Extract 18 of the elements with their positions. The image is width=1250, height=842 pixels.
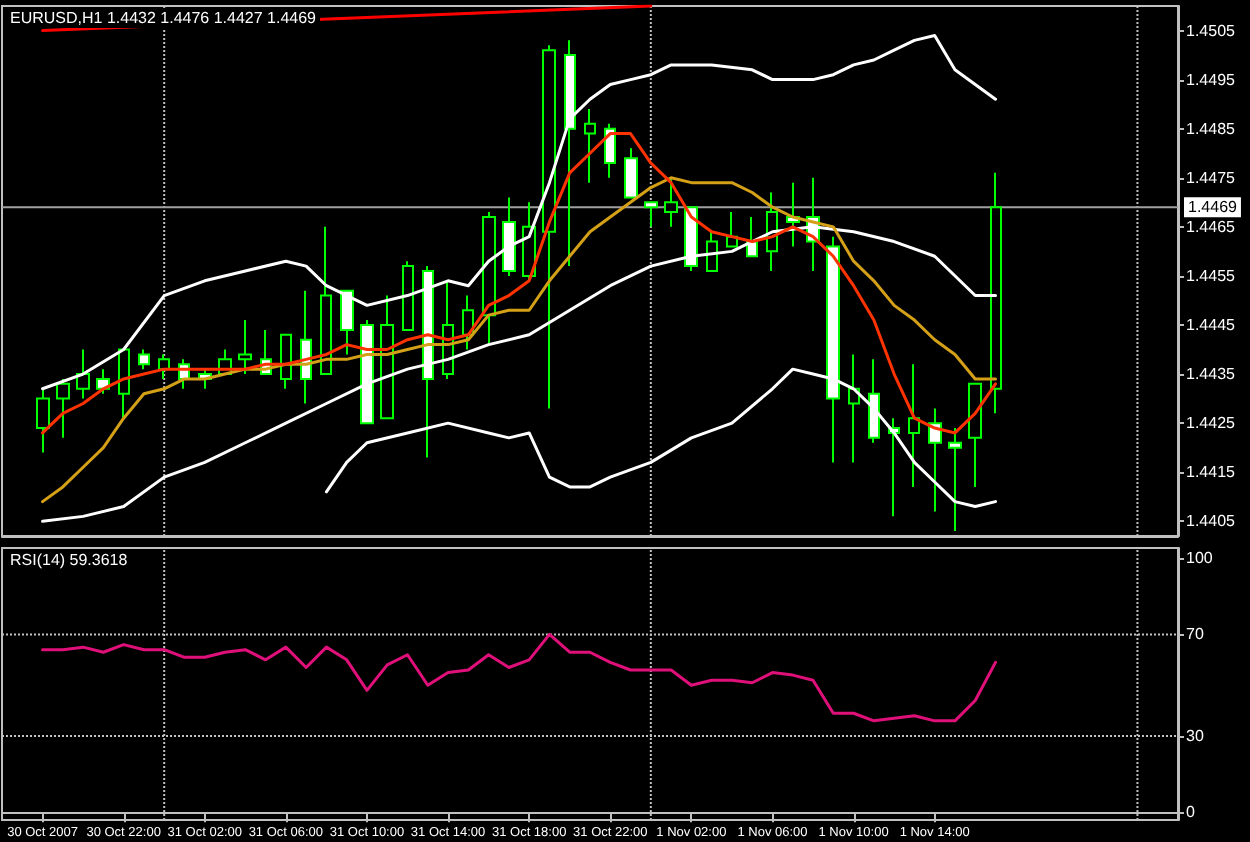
chart-title: RSI(14) 59.3618 [10,551,129,569]
y-tick-label: 1.4495 [1186,70,1237,89]
chart-title: EURUSD,H1 1.4432 1.4476 1.4427 1.4469 [10,9,318,27]
y-tick-label: 1.4505 [1186,21,1237,40]
y-tick-label: 1.4405 [1186,512,1237,531]
y-tick-label: 0 [1186,803,1196,822]
y-tick-label: 1.4485 [1186,119,1237,138]
y-tick-label: 1.4425 [1186,414,1237,433]
y-tick-label: 1.4455 [1186,266,1237,285]
y-tick-label: 70 [1186,625,1205,644]
ref-line-label: 1.4469 [1188,198,1239,217]
y-tick-label: 1.4415 [1186,463,1237,482]
y-tick-label: 1.4465 [1186,217,1237,236]
y-tick-label: 1.4435 [1186,365,1237,384]
y-tick-label: 30 [1186,727,1205,746]
y-tick-label: 1.4445 [1186,315,1237,334]
y-tick-label: 100 [1186,549,1214,568]
y-tick-label: 1.4475 [1186,168,1237,187]
